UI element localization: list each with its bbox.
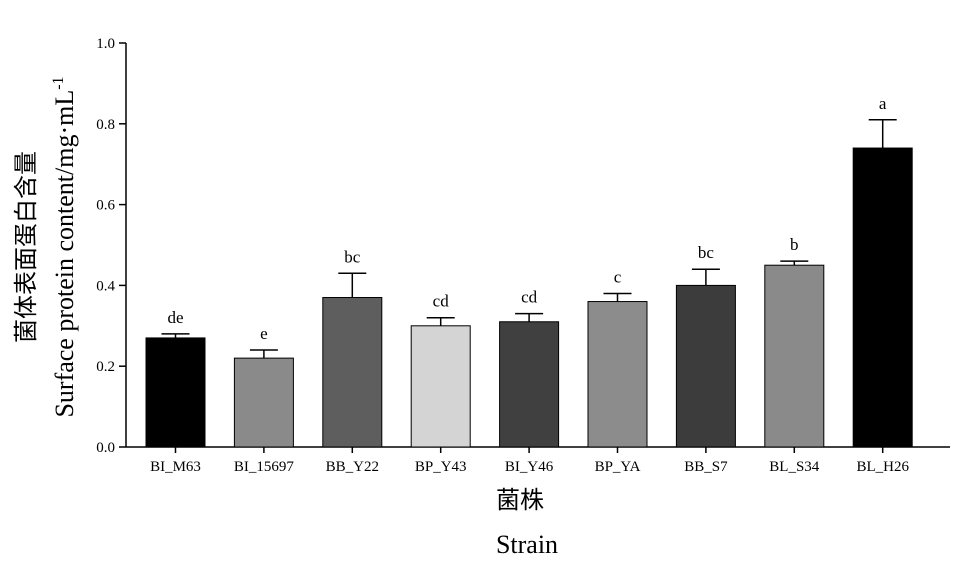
significance-label: b (790, 235, 799, 254)
bars (145, 147, 913, 448)
y-tick-label: 0.4 (96, 278, 115, 294)
y-tick-label: 0.0 (96, 440, 115, 456)
significance-label: c (614, 267, 622, 286)
bar (499, 321, 560, 448)
y-tick-label: 0.6 (96, 198, 115, 214)
x-tick-label: BB_S7 (684, 459, 728, 475)
significance-label: cd (521, 288, 538, 307)
y-tick-label: 1.0 (96, 36, 115, 52)
bar (322, 297, 383, 448)
significance-label: cd (433, 292, 450, 311)
x-tick-label: BL_S34 (769, 459, 820, 475)
y-axis-title-superscript: -1 (50, 76, 67, 89)
bar (410, 325, 471, 448)
bar (233, 357, 294, 448)
x-tick-label: BI_15697 (234, 459, 295, 475)
significance-label: e (260, 324, 268, 343)
y-tick-label: 0.8 (96, 117, 115, 133)
bar (675, 284, 736, 448)
significance-label: a (879, 94, 887, 113)
significance-label: bc (344, 247, 361, 266)
x-axis-title: Strain (496, 530, 558, 559)
x-tick-label: BI_Y46 (505, 459, 554, 475)
y-tick-label: 0.2 (96, 359, 115, 375)
bar (587, 301, 648, 448)
x-axis-title-cn: 菌株 (496, 487, 544, 514)
y-axis-title-wrap: Surface protein content/mg·mL-1 (50, 76, 79, 417)
significance-labels: de e bc cd cd c bc b a (167, 94, 886, 343)
y-axis-title-cn: 菌体表面蛋白含量 (13, 151, 40, 343)
bar (145, 337, 206, 448)
x-tick-label: BP_Y43 (415, 459, 467, 475)
significance-label: bc (698, 243, 715, 262)
x-tick-label: BL_H26 (856, 459, 909, 475)
x-tick-label: BP_YA (595, 459, 641, 475)
x-axis: BI_M63 BI_15697 BB_Y22 BP_Y43 BI_Y46 BP_YA BB_… (126, 446, 950, 475)
x-tick-label: BB_Y22 (326, 459, 379, 475)
significance-label: de (167, 308, 183, 327)
bar (764, 264, 825, 448)
error-bars (161, 119, 897, 359)
bar (852, 147, 913, 448)
y-axis-title: Surface protein content/mg·mL (50, 90, 79, 418)
x-tick-label: BI_M63 (150, 459, 201, 475)
y-axis: 0.0 0.2 0.4 0.6 0.8 1.0 (96, 36, 127, 456)
